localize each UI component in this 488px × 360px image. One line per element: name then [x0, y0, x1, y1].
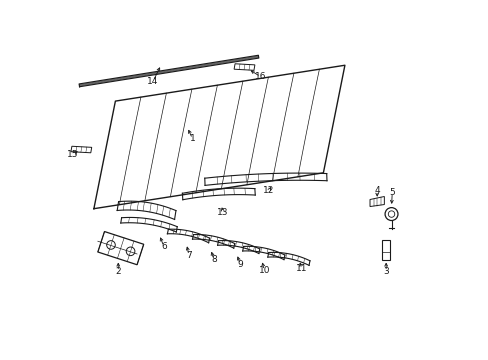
Text: 10: 10	[258, 266, 269, 275]
Text: 8: 8	[211, 255, 217, 264]
Text: 4: 4	[374, 186, 379, 195]
Text: 5: 5	[388, 188, 394, 197]
Polygon shape	[369, 197, 384, 207]
Text: 16: 16	[254, 72, 266, 81]
Text: 15: 15	[67, 150, 79, 159]
Text: 13: 13	[217, 208, 228, 217]
Text: 11: 11	[296, 265, 307, 274]
Bar	[382, 240, 389, 260]
Text: 12: 12	[263, 186, 274, 195]
Text: 6: 6	[161, 242, 166, 251]
Polygon shape	[234, 64, 254, 70]
Text: 3: 3	[383, 267, 388, 276]
Polygon shape	[71, 146, 92, 153]
Text: 9: 9	[237, 260, 243, 269]
Text: 7: 7	[185, 251, 191, 260]
Text: 2: 2	[115, 267, 121, 276]
Text: 14: 14	[147, 77, 159, 86]
Text: 1: 1	[189, 134, 195, 143]
Polygon shape	[98, 231, 143, 265]
